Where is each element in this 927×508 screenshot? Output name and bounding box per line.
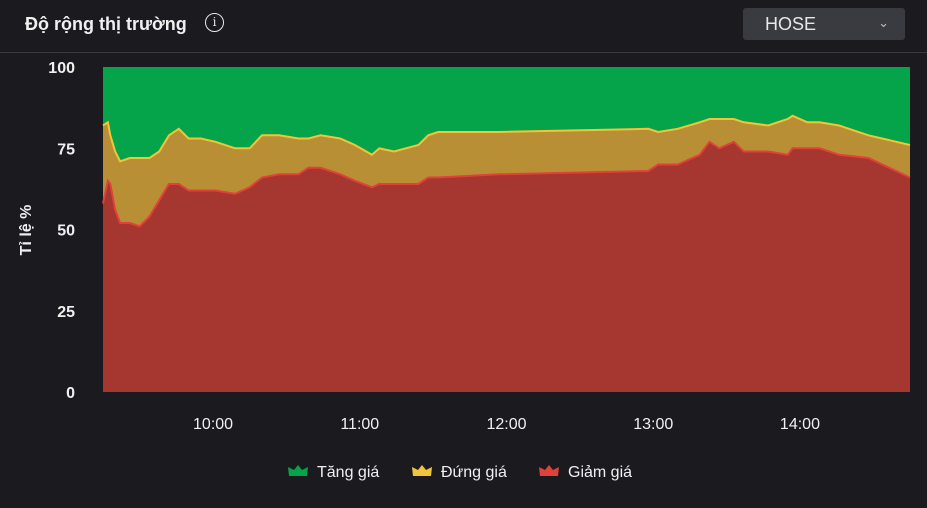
legend-marker-icon [539,465,559,476]
legend-marker-icon [288,465,308,476]
panel-header: Độ rộng thị trường i HOSE ⌄ [0,0,927,53]
market-select[interactable]: HOSE ⌄ [743,8,905,40]
info-icon[interactable]: i [205,13,224,32]
legend-item[interactable]: Tăng giá [288,464,379,481]
legend-marker-icon [412,465,432,476]
legend-label: Tăng giá [317,464,379,481]
line-giam-gia [102,140,911,228]
x-tick-label: 13:00 [633,416,673,433]
legend-item[interactable]: Đứng giá [412,464,507,481]
legend-label: Giảm giá [568,464,632,481]
legend-label: Đứng giá [441,464,507,481]
x-tick-label: 10:00 [193,416,233,433]
x-tick-label: 14:00 [780,416,820,433]
line-dung-gia [102,114,911,163]
legend-item[interactable]: Giảm giá [539,464,632,481]
market-select-value: HOSE [765,14,817,34]
y-axis-label: Tỉ lệ % [18,205,35,256]
y-tick-label: 50 [57,223,75,240]
x-tick-label: 11:00 [340,416,379,433]
y-tick-label: 25 [57,304,75,321]
y-tick-label: 75 [57,141,75,158]
y-tick-label: 100 [48,60,75,77]
page-title: Độ rộng thị trường [25,14,187,34]
chevron-down-icon: ⌄ [878,15,889,30]
y-tick-label: 0 [66,385,75,402]
x-tick-label: 12:00 [486,416,526,433]
area-giam-gia [103,141,910,392]
